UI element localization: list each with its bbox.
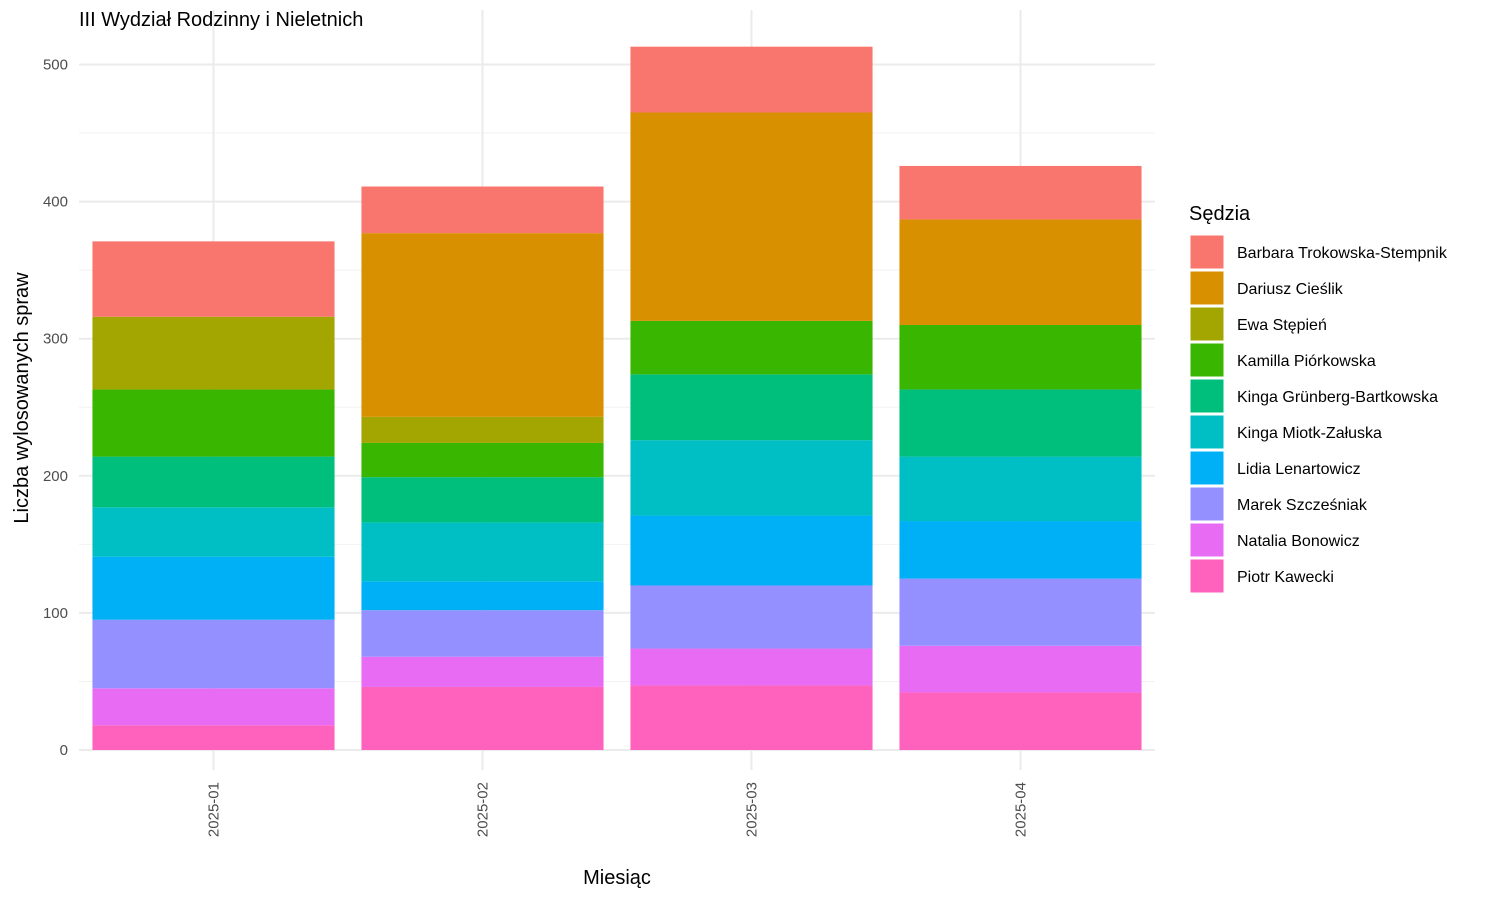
- bar-segment: [92, 456, 335, 508]
- x-axis-title: Miesiąc: [583, 867, 651, 889]
- bar-segment: [630, 46, 873, 113]
- y-tick-label: 500: [43, 57, 68, 74]
- y-tick-label: 0: [60, 742, 68, 759]
- y-tick-label: 200: [43, 468, 68, 485]
- legend-key: [1189, 270, 1225, 306]
- legend-key: [1189, 486, 1225, 522]
- bar-segment: [899, 389, 1142, 457]
- legend-label: Barbara Trokowska-Stempnik: [1237, 245, 1448, 262]
- bar-segment: [630, 320, 873, 375]
- legend-key: [1189, 306, 1225, 342]
- bar-segment: [899, 578, 1142, 646]
- bar-segment: [92, 316, 335, 390]
- bar-segment: [630, 685, 873, 750]
- bar-segment: [361, 416, 604, 443]
- bar-segment: [899, 456, 1142, 522]
- legend-label: Natalia Bonowicz: [1237, 533, 1360, 550]
- bar-segment: [361, 581, 604, 611]
- bar-segment: [92, 619, 335, 689]
- bar-segment: [361, 656, 604, 687]
- y-axis-title: Liczba wylosowanych spraw: [11, 272, 33, 524]
- chart-title: III Wydział Rodzinny i Nieletnich: [79, 9, 363, 31]
- legend-label: Lidia Lenartowicz: [1237, 461, 1361, 478]
- bar-segment: [899, 645, 1142, 693]
- bar-segment: [630, 112, 873, 321]
- bar-segment: [92, 389, 335, 457]
- bar-segment: [361, 477, 604, 523]
- legend-label: Ewa Stępień: [1237, 317, 1327, 334]
- bar-segment: [92, 507, 335, 557]
- bar-segment: [361, 186, 604, 234]
- bar-segment: [899, 692, 1142, 750]
- x-tick-label: 2025-04: [1013, 782, 1030, 837]
- legend: Sędzia Barbara Trokowska-Stempnik Dariusz…: [1189, 203, 1448, 594]
- bar-segment: [630, 648, 873, 686]
- legend-label: Kamilla Piórkowska: [1237, 353, 1376, 370]
- bar-segment: [92, 688, 335, 726]
- legend-key: [1189, 378, 1225, 414]
- legend-key: [1189, 522, 1225, 558]
- bar-segment: [92, 241, 335, 317]
- x-tick-label: 2025-02: [475, 782, 492, 837]
- y-tick-label: 100: [43, 605, 68, 622]
- bar-segment: [899, 219, 1142, 325]
- bar-segment: [899, 324, 1142, 390]
- x-axis-ticks: 2025-01 2025-02 2025-03 2025-04: [206, 782, 1030, 837]
- legend-label: Dariusz Cieślik: [1237, 281, 1344, 298]
- legend-key: [1189, 450, 1225, 486]
- legend-label: Kinga Grünberg-Bartkowska: [1237, 389, 1438, 406]
- legend-title: Sędzia: [1189, 203, 1251, 225]
- legend-label: Piotr Kawecki: [1237, 569, 1334, 586]
- bar-segment: [899, 165, 1142, 220]
- bar-segment: [630, 440, 873, 516]
- bar-segment: [92, 725, 335, 750]
- legend-key: [1189, 558, 1225, 594]
- bar-segment: [361, 233, 604, 417]
- y-tick-label: 300: [43, 331, 68, 348]
- bar-segment: [361, 442, 604, 478]
- legend-label: Marek Szcześniak: [1237, 497, 1368, 514]
- bar-segment: [630, 585, 873, 649]
- y-tick-label: 400: [43, 194, 68, 211]
- bar-segment: [92, 556, 335, 620]
- legend-label: Kinga Miotk-Załuska: [1237, 425, 1382, 442]
- y-axis-ticks: 0 100 200 300 400 500: [43, 57, 68, 760]
- bar-segment: [361, 610, 604, 657]
- legend-key: [1189, 414, 1225, 450]
- legend-key: [1189, 234, 1225, 270]
- bar-segment: [630, 515, 873, 586]
- bar-segment: [361, 522, 604, 582]
- x-tick-label: 2025-01: [206, 782, 223, 837]
- bar-segment: [899, 521, 1142, 579]
- bars: [92, 46, 1142, 750]
- legend-key: [1189, 342, 1225, 378]
- bar-segment: [630, 374, 873, 441]
- bar-segment: [361, 686, 604, 750]
- x-tick-label: 2025-03: [744, 782, 761, 837]
